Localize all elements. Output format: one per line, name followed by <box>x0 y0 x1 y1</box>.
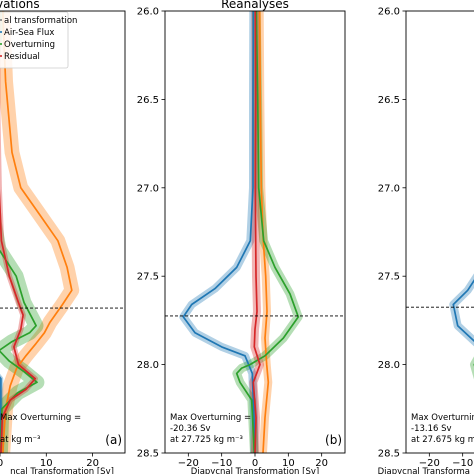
panel-plot-area-0 <box>0 11 125 453</box>
series-line-residual <box>0 188 37 453</box>
y-tick-label: 27.5 <box>378 272 400 283</box>
y-tick-label: 28.5 <box>378 449 400 460</box>
density-unit: kg m⁻³ <box>214 435 243 445</box>
panel-frame-0 <box>0 10 126 454</box>
x-tick-label: 0 <box>252 458 258 469</box>
series-band-air-sea-flux <box>449 273 474 347</box>
y-tick-label: 26.5 <box>137 95 159 106</box>
x-tick-label: 20 <box>315 458 328 469</box>
series-line-overturning <box>235 11 300 453</box>
y-tick-label: 27.0 <box>137 183 159 194</box>
series-line-air-sea-flux <box>452 279 474 343</box>
panel-plot-area-1 <box>165 11 345 453</box>
x-tick-label: −10 <box>211 458 232 469</box>
panel-label: (a) <box>105 433 122 447</box>
x-tick-label: −10 <box>452 458 473 469</box>
legend-box <box>0 11 69 69</box>
y-tick-label: 26.0 <box>137 7 159 18</box>
legend-entry: Air-Sea Flux <box>4 28 54 38</box>
series-line-transformation <box>258 11 270 453</box>
series-line-residual <box>252 11 261 453</box>
density-unit: kg m⁻³ <box>11 435 40 445</box>
y-tick-label: 26.5 <box>378 95 400 106</box>
max-overturning-density: at 27.675 kg m⁻³ <box>411 435 474 445</box>
max-overturning-density: at 27.725 kg m⁻³ <box>170 435 243 445</box>
x-tick-label: 10 <box>282 458 295 469</box>
legend-entry: Overturning <box>4 40 55 50</box>
density-value: at 27.725 <box>170 435 214 445</box>
x-axis-label: Diapycnal Transforma <box>378 467 470 474</box>
x-tick-label: 0 <box>0 458 3 469</box>
y-tick-label: 28.0 <box>378 360 400 371</box>
legend-entry: Residual <box>4 52 40 62</box>
y-tick-label: 28.5 <box>137 449 159 460</box>
panel-title: Observations <box>0 0 40 11</box>
y-tick-label: 27.5 <box>137 272 159 283</box>
x-axis-label: Diapycnal Transformation [Sv] <box>191 467 319 474</box>
y-tick-label: 26.0 <box>378 7 400 18</box>
legend-entry: al transformation <box>4 16 77 26</box>
x-tick-label: −20 <box>178 458 199 469</box>
max-overturning-annotation: Max Overturning = <box>411 413 474 423</box>
x-axis-label: ncal Transformation [Sv] <box>10 467 114 474</box>
panel-frame-2 <box>405 10 474 454</box>
y-tick-label: 27.0 <box>378 183 400 194</box>
max-overturning-annotation: Max Overturning = <box>170 413 251 423</box>
series-line-overturning <box>0 249 38 453</box>
panel-plot-area-2 <box>406 273 474 380</box>
y-tick-label: 28.0 <box>137 360 159 371</box>
x-tick-label: −20 <box>419 458 440 469</box>
panel-label: (b) <box>325 433 342 447</box>
density-unit: kg m⁻³ <box>455 435 474 445</box>
max-overturning-value: -13.16 Sv <box>411 424 452 434</box>
x-tick-label: 20 <box>86 458 99 469</box>
max-overturning-density: at kg m⁻³ <box>0 435 40 445</box>
panel-title: Reanalyses <box>221 0 289 11</box>
max-overturning-annotation: Max Overturning = <box>0 413 81 423</box>
series-line-air-sea-flux <box>182 11 256 453</box>
legend: al transformation Air-Sea Flux Overturning… <box>0 11 77 69</box>
density-value: at 27.675 <box>411 435 455 445</box>
series-line-transformation <box>1 11 73 453</box>
density-value: at <box>0 435 11 445</box>
max-overturning-value: -20.36 Sv <box>170 424 211 434</box>
x-tick-label: 10 <box>40 458 53 469</box>
